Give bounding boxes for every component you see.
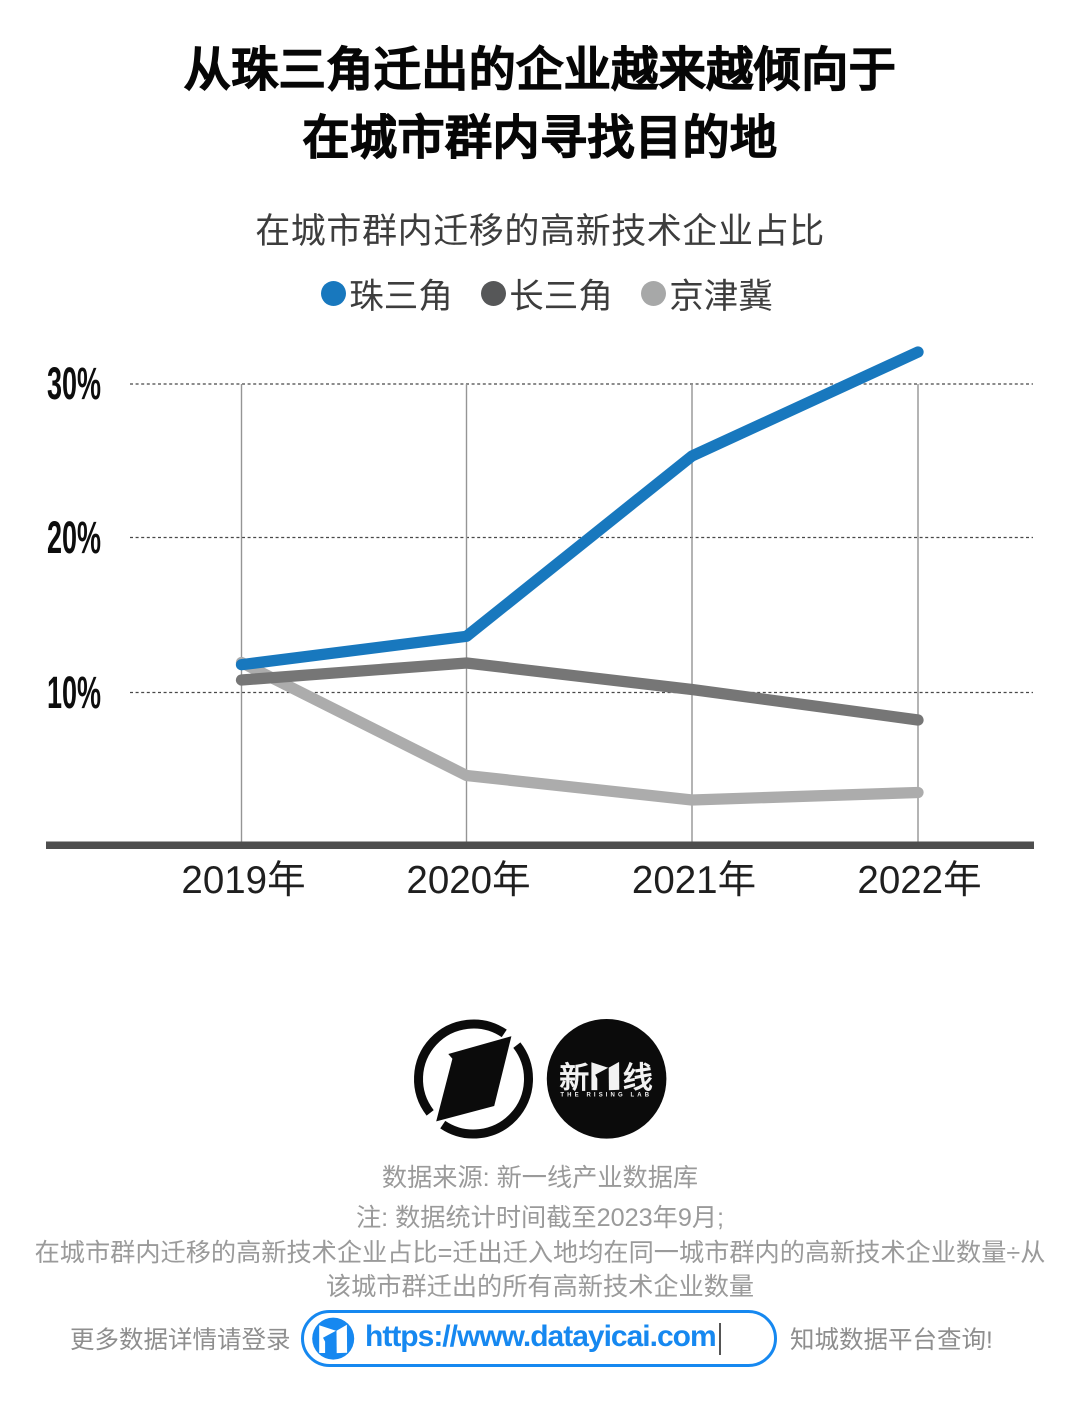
svg-text:新: 新 xyxy=(559,1062,589,1095)
svg-text:THE RISING LAB: THE RISING LAB xyxy=(560,1092,652,1098)
svg-text:线: 线 xyxy=(623,1062,653,1095)
